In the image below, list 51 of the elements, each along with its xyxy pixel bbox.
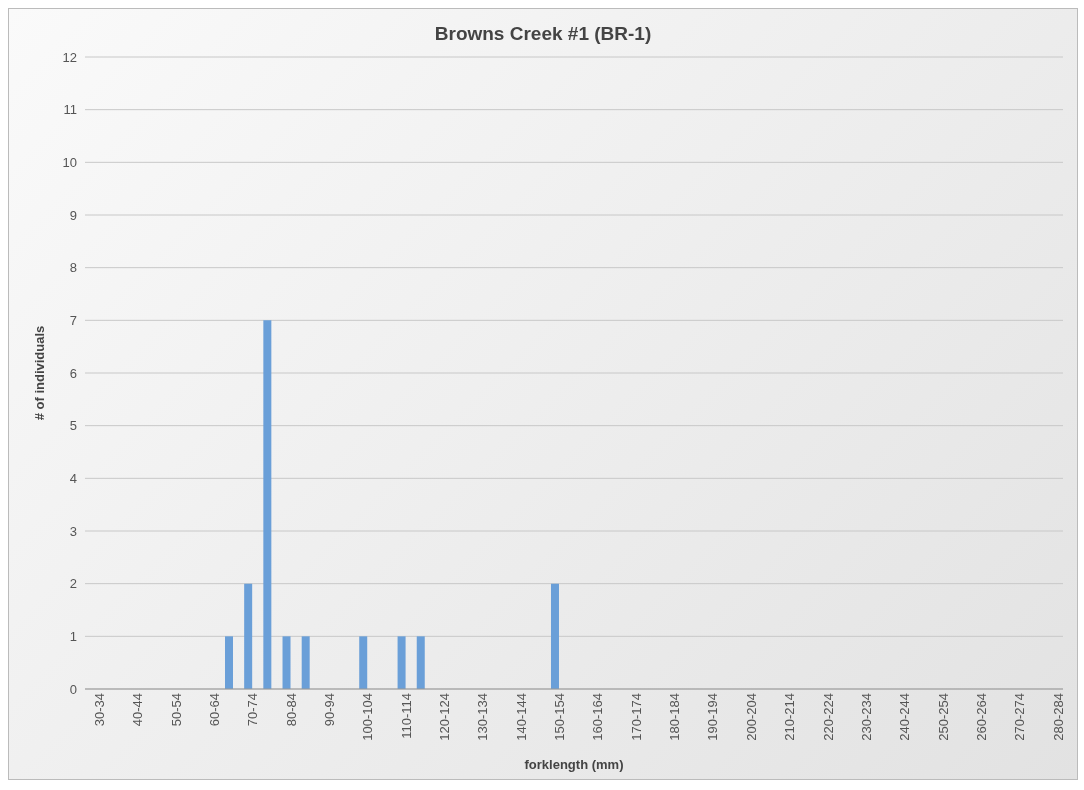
y-tick-label: 7	[69, 312, 77, 328]
x-tick-label: 270-274	[1012, 693, 1028, 741]
chart-title: Browns Creek #1 (BR-1)	[433, 22, 653, 46]
x-tick-label: 190-194	[705, 693, 721, 741]
x-tick-label: 210-214	[782, 693, 798, 741]
x-tick-label: 110-114	[398, 693, 414, 739]
y-tick-label: 10	[62, 154, 77, 170]
bar	[282, 636, 291, 689]
y-tick-label: 2	[69, 576, 77, 592]
x-tick-label: 140-144	[513, 693, 529, 741]
y-tick-label: 12	[62, 49, 77, 65]
y-tick-label: 6	[69, 365, 77, 381]
y-tick-label: 11	[63, 102, 77, 118]
x-tick-label: 70-74	[245, 693, 261, 727]
x-tick-label: 230-234	[858, 693, 874, 741]
bar	[397, 636, 406, 689]
x-tick-label: 30-34	[91, 693, 107, 727]
x-tick-label: 200-204	[743, 693, 759, 741]
bar	[550, 583, 559, 689]
bar	[224, 636, 233, 689]
x-tick-label: 260-264	[973, 693, 989, 741]
x-tick-label: 50-54	[168, 693, 184, 727]
y-tick-label: 3	[69, 523, 77, 539]
x-tick-label: 80-84	[283, 693, 299, 727]
x-tick-label: 150-154	[552, 693, 568, 741]
x-tick-label: 40-44	[130, 693, 146, 727]
x-tick-label: 220-224	[820, 693, 836, 741]
x-tick-label: 60-64	[206, 693, 222, 727]
bar	[244, 583, 253, 689]
x-tick-label: 280-284	[1050, 693, 1066, 741]
x-tick-label: 250-254	[935, 693, 951, 741]
x-tick-label: 90-94	[321, 693, 337, 727]
x-tick-label: 180-184	[667, 693, 683, 741]
y-tick-label: 8	[69, 260, 77, 276]
x-axis-title: forklength (mm)	[524, 757, 624, 772]
y-tick-label: 0	[69, 681, 77, 697]
bar	[416, 636, 425, 689]
x-tick-label: 170-174	[628, 693, 644, 741]
y-tick-label: 5	[69, 418, 77, 434]
x-tick-label: 240-244	[897, 693, 913, 741]
x-tick-label: 160-164	[590, 693, 606, 741]
x-tick-label: 130-134	[475, 693, 491, 741]
y-tick-label: 4	[69, 470, 77, 486]
bar	[301, 636, 310, 689]
y-axis-title: # of individuals	[31, 325, 47, 421]
bar	[359, 636, 368, 689]
bar	[263, 320, 272, 689]
x-tick-label: 100-104	[360, 693, 376, 741]
x-tick-label: 120-124	[436, 693, 452, 741]
y-tick-label: 9	[69, 207, 77, 223]
y-tick-label: 1	[69, 628, 77, 644]
